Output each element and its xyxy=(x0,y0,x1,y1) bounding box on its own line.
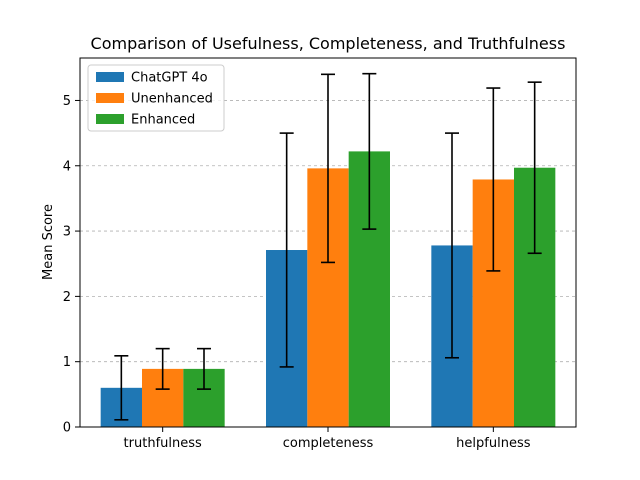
error-bar xyxy=(486,87,501,272)
error-bar xyxy=(197,347,211,390)
x-tick-label-helpfulness: helpfulness xyxy=(456,436,531,451)
legend-label: Enhanced xyxy=(131,113,195,128)
x-tick-label-completeness: completeness xyxy=(283,436,374,451)
error-bars xyxy=(114,72,542,421)
y-tick-label: 0 xyxy=(63,421,71,436)
x-tick-label-truthfulness: truthfulness xyxy=(124,436,202,451)
y-tick-label: 4 xyxy=(63,159,71,174)
error-bar xyxy=(155,347,170,390)
y-axis-label: Mean Score xyxy=(41,204,56,280)
chart-title: Comparison of Usefulness, Completeness, … xyxy=(91,34,566,53)
legend-swatch xyxy=(96,72,124,82)
legend: ChatGPT 4o Unenhanced Enhanced xyxy=(87,64,225,132)
x-axis-ticks: truthfulness completeness helpfulness xyxy=(124,427,531,451)
error-bar xyxy=(114,355,129,421)
legend-item: Unenhanced xyxy=(96,92,213,107)
error-bar xyxy=(321,73,335,264)
error-bar xyxy=(527,81,542,255)
legend-swatch xyxy=(96,93,124,103)
error-bar xyxy=(279,132,294,368)
legend-item: Enhanced xyxy=(96,113,195,128)
y-tick-label: 3 xyxy=(63,225,71,240)
y-tick-label: 5 xyxy=(63,94,71,109)
legend-label: Unenhanced xyxy=(131,92,213,107)
legend-label: ChatGPT 4o xyxy=(131,71,208,86)
bars xyxy=(100,151,556,428)
y-tick-label: 2 xyxy=(63,290,71,305)
legend-item: ChatGPT 4o xyxy=(96,71,208,86)
y-tick-label: 1 xyxy=(63,355,71,370)
error-bar xyxy=(445,132,459,359)
y-axis-ticks: 0 1 2 3 4 5 xyxy=(63,94,80,436)
error-bar xyxy=(362,72,377,230)
legend-swatch xyxy=(96,114,124,124)
